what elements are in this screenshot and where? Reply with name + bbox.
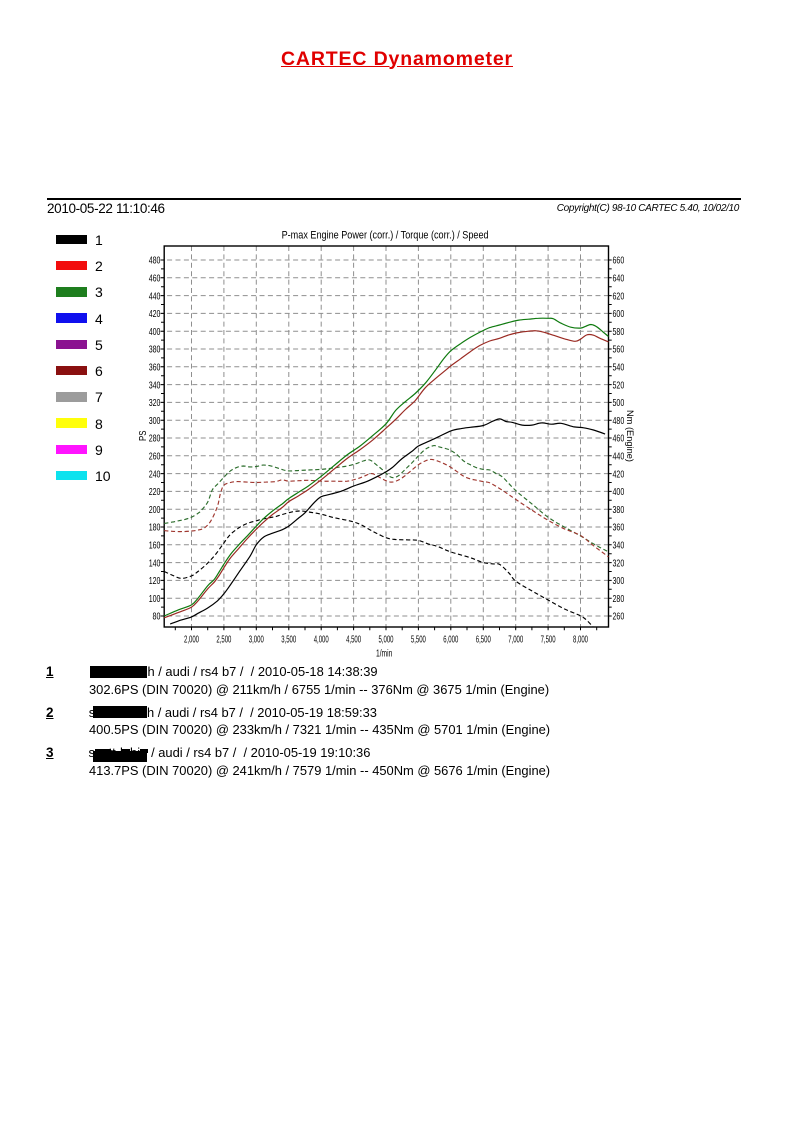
svg-text:140: 140	[149, 557, 161, 569]
svg-text:460: 460	[613, 433, 625, 445]
svg-text:300: 300	[149, 415, 161, 427]
svg-text:Nm (Engine): Nm (Engine)	[625, 410, 635, 462]
svg-text:200: 200	[149, 504, 161, 516]
svg-text:380: 380	[613, 504, 625, 516]
svg-text:120: 120	[149, 575, 161, 587]
svg-text:400: 400	[149, 326, 161, 338]
svg-text:P-max Engine Power (corr.) / T: P-max Engine Power (corr.) / Torque (cor…	[282, 230, 489, 242]
svg-text:4,000: 4,000	[314, 634, 329, 646]
svg-text:2,000: 2,000	[184, 634, 199, 646]
svg-text:360: 360	[149, 362, 161, 374]
svg-text:500: 500	[613, 397, 625, 409]
svg-text:180: 180	[149, 522, 161, 534]
svg-text:7,000: 7,000	[508, 634, 523, 646]
svg-text:320: 320	[149, 397, 161, 409]
svg-text:640: 640	[613, 273, 625, 285]
svg-text:80: 80	[153, 611, 161, 623]
svg-text:220: 220	[149, 486, 161, 498]
svg-text:600: 600	[613, 308, 625, 320]
svg-text:260: 260	[149, 451, 161, 463]
svg-text:6,000: 6,000	[443, 634, 458, 646]
svg-text:100: 100	[149, 593, 161, 605]
svg-text:4,500: 4,500	[346, 634, 361, 646]
svg-text:5,000: 5,000	[379, 634, 394, 646]
svg-text:580: 580	[613, 326, 625, 338]
svg-text:8,000: 8,000	[573, 634, 588, 646]
svg-text:240: 240	[149, 468, 161, 480]
svg-text:400: 400	[613, 486, 625, 498]
svg-text:1/min: 1/min	[376, 648, 392, 660]
svg-text:460: 460	[149, 273, 161, 285]
svg-text:540: 540	[613, 362, 625, 374]
svg-text:320: 320	[613, 557, 625, 569]
svg-text:300: 300	[613, 575, 625, 587]
svg-text:560: 560	[613, 344, 625, 356]
svg-text:6,500: 6,500	[476, 634, 491, 646]
svg-text:340: 340	[613, 540, 625, 552]
svg-text:380: 380	[149, 344, 161, 356]
svg-text:280: 280	[613, 593, 625, 605]
svg-text:620: 620	[613, 290, 625, 302]
svg-text:260: 260	[613, 611, 625, 623]
svg-text:7,500: 7,500	[541, 634, 556, 646]
svg-text:340: 340	[149, 379, 161, 391]
svg-text:480: 480	[149, 255, 161, 267]
svg-text:5,500: 5,500	[411, 634, 426, 646]
svg-text:520: 520	[613, 379, 625, 391]
svg-text:420: 420	[613, 468, 625, 480]
svg-text:3,500: 3,500	[281, 634, 296, 646]
svg-text:360: 360	[613, 522, 625, 534]
svg-text:440: 440	[613, 451, 625, 463]
svg-text:160: 160	[149, 540, 161, 552]
svg-text:PS: PS	[138, 430, 149, 441]
svg-text:660: 660	[613, 255, 625, 267]
svg-text:420: 420	[149, 308, 161, 320]
svg-text:3,000: 3,000	[249, 634, 264, 646]
svg-text:280: 280	[149, 433, 161, 445]
svg-text:440: 440	[149, 290, 161, 302]
svg-text:2,500: 2,500	[216, 634, 231, 646]
svg-text:480: 480	[613, 415, 625, 427]
